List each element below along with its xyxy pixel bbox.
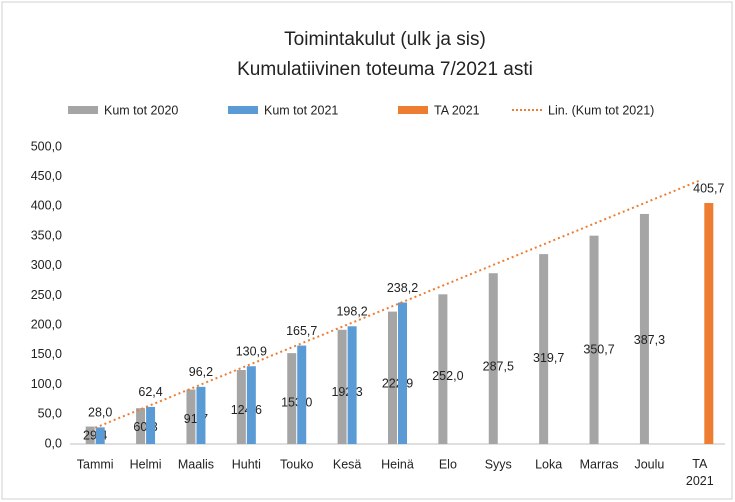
- y-tick-label: 250,0: [31, 288, 62, 302]
- bar: [186, 389, 196, 444]
- data-label: 130,9: [236, 345, 267, 359]
- data-label: 252,0: [432, 369, 463, 383]
- data-label: 198,2: [336, 305, 367, 319]
- y-tick-label: 350,0: [31, 228, 62, 242]
- x-tick-label: Heinä: [381, 457, 414, 471]
- bar: [704, 203, 714, 444]
- x-tick-label: Kesä: [333, 457, 362, 471]
- bar: [287, 353, 297, 444]
- data-label: 405,7: [693, 181, 724, 195]
- legend-label: Kum tot 2021: [264, 103, 338, 117]
- chart-subtitle: Kumulatiivinen toteuma 7/2021 asti: [237, 59, 533, 80]
- legend-swatch: [398, 106, 428, 114]
- bar: [95, 427, 105, 444]
- legend-label: Kum tot 2020: [104, 103, 178, 117]
- bar: [488, 273, 498, 444]
- bar: [136, 408, 146, 444]
- bar: [639, 213, 649, 444]
- x-tick-label: Huhti: [232, 457, 261, 471]
- x-tick-label: Touko: [280, 457, 313, 471]
- bar: [398, 302, 407, 444]
- bar: [438, 294, 448, 444]
- data-label: 165,7: [286, 324, 317, 338]
- data-label: 287,5: [483, 359, 514, 373]
- x-tick-label: Tammi: [77, 457, 114, 471]
- data-label: 28,0: [88, 406, 112, 420]
- bar: [85, 426, 95, 444]
- bar: [146, 406, 156, 444]
- x-tick-label: Syys: [485, 457, 512, 471]
- data-label: 62,4: [138, 385, 162, 399]
- y-tick-label: 400,0: [31, 199, 62, 213]
- bar: [589, 235, 599, 444]
- data-label: 124,6: [231, 403, 262, 417]
- trendline: [94, 179, 701, 429]
- data-label: 319,7: [533, 351, 564, 365]
- x-tick-label: Joulu: [634, 457, 664, 471]
- x-tick-label: Elo: [439, 457, 457, 471]
- bar: [388, 311, 397, 444]
- legend-label: TA 2021: [434, 103, 480, 117]
- y-tick-label: 150,0: [31, 347, 62, 361]
- x-tick-label: Marras: [580, 457, 619, 471]
- y-tick-label: 500,0: [31, 139, 62, 153]
- data-label: 238,2: [387, 281, 418, 295]
- y-tick-label: 100,0: [31, 377, 62, 391]
- x-tick-label: TA 2021: [686, 457, 714, 488]
- data-label: 387,3: [634, 333, 665, 347]
- bar: [539, 254, 549, 444]
- chart-title: Toimintakulut (ulk ja sis): [284, 29, 486, 50]
- data-label: 96,2: [189, 365, 213, 379]
- y-tick-label: 300,0: [31, 258, 62, 272]
- data-label: 222,9: [382, 377, 413, 391]
- data-label: 350,7: [583, 343, 614, 357]
- bar: [236, 369, 246, 444]
- x-tick-label: Loka: [535, 457, 562, 471]
- x-tick-label: Helmi: [130, 457, 162, 471]
- bar: [196, 386, 206, 444]
- y-tick-label: 450,0: [31, 169, 62, 183]
- x-tick-label: Maalis: [178, 457, 214, 471]
- legend-label: Lin. (Kum tot 2021): [548, 103, 654, 117]
- bar: [297, 345, 307, 444]
- bar: [337, 329, 347, 444]
- legend-swatch: [68, 106, 98, 114]
- data-label: 192,3: [331, 385, 362, 399]
- y-tick-label: 0,0: [45, 436, 62, 450]
- bar: [246, 366, 256, 444]
- y-tick-label: 200,0: [31, 317, 62, 331]
- y-tick-label: 50,0: [38, 407, 62, 421]
- data-label: 153,0: [281, 395, 312, 409]
- bar: [347, 326, 357, 444]
- legend-swatch: [228, 106, 258, 114]
